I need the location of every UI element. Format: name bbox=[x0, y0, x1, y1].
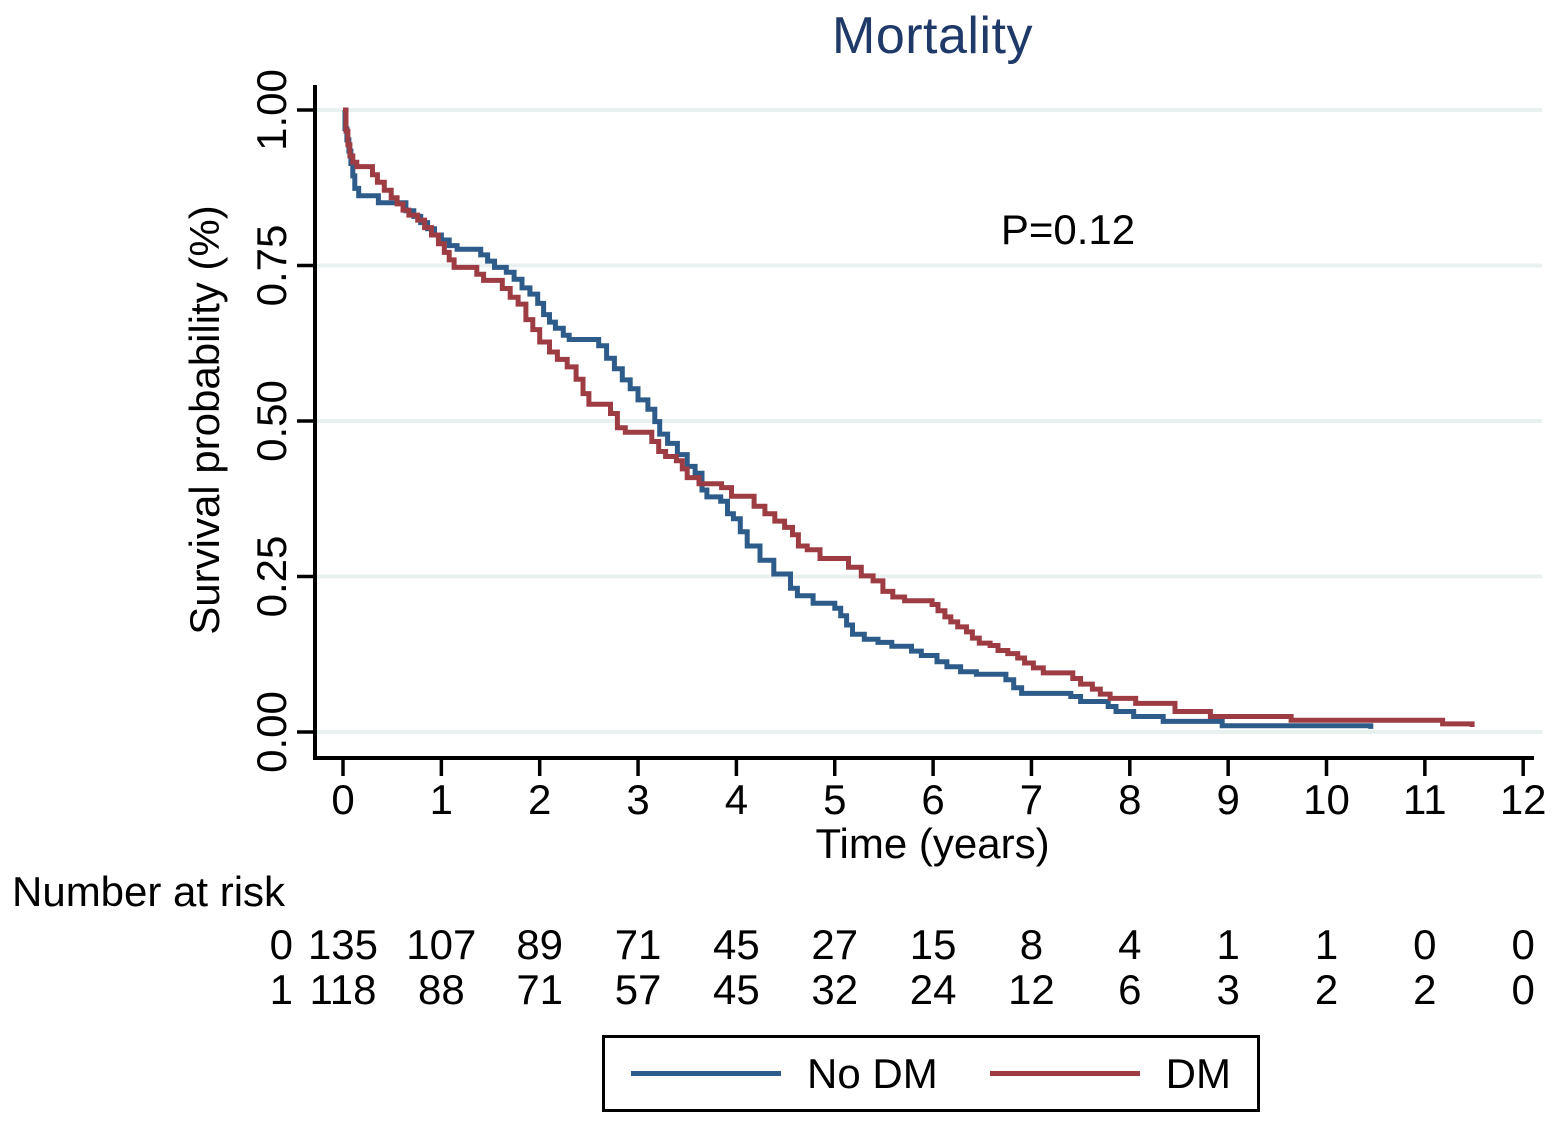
survival-curve-dm bbox=[343, 107, 1475, 727]
risk-row-label: 0 bbox=[269, 921, 293, 968]
x-tick-label: 11 bbox=[1403, 776, 1447, 823]
x-tick-label: 1 bbox=[430, 776, 453, 823]
x-tick-label: 4 bbox=[725, 776, 748, 823]
risk-value: 0 bbox=[1511, 966, 1535, 1013]
risk-value: 6 bbox=[1118, 966, 1142, 1013]
legend-item-no-dm: No DM bbox=[631, 1050, 938, 1098]
risk-value: 107 bbox=[406, 921, 477, 968]
risk-value: 2 bbox=[1314, 966, 1339, 1013]
y-tick-label: 0.00 bbox=[248, 691, 295, 773]
risk-value: 12 bbox=[1008, 966, 1055, 1013]
y-tick-label: 1.00 bbox=[248, 69, 295, 151]
x-axis-title: Time (years) bbox=[815, 820, 1050, 867]
legend-label: DM bbox=[1165, 1049, 1231, 1097]
risk-value: 8 bbox=[1019, 921, 1044, 968]
risk-value: 57 bbox=[614, 966, 662, 1013]
x-tick-label: 5 bbox=[823, 776, 846, 823]
x-tick-label: 6 bbox=[921, 776, 944, 823]
risk-value: 15 bbox=[909, 921, 957, 968]
risk-value: 24 bbox=[909, 966, 957, 1013]
legend-line-swatch bbox=[631, 1071, 781, 1076]
risk-value: 1 bbox=[1216, 921, 1240, 968]
y-tick-label: 0.25 bbox=[248, 536, 295, 618]
risk-value: 27 bbox=[811, 921, 859, 968]
y-tick-label: 0.75 bbox=[248, 225, 295, 307]
risk-value: 1 bbox=[1314, 921, 1339, 968]
x-tick-label: 8 bbox=[1118, 776, 1141, 823]
legend-item-dm: DM bbox=[989, 1049, 1231, 1098]
x-tick-label: 7 bbox=[1020, 776, 1043, 823]
risk-value: 135 bbox=[307, 921, 379, 968]
x-tick-label: 10 bbox=[1303, 776, 1350, 823]
p-value-annotation: P=0.12 bbox=[1000, 206, 1136, 253]
risk-value: 3 bbox=[1216, 966, 1240, 1013]
legend-label: No DM bbox=[807, 1049, 938, 1097]
legend: No DM DM bbox=[602, 1035, 1260, 1112]
risk-value: 45 bbox=[713, 966, 760, 1013]
legend-line-swatch bbox=[989, 1071, 1140, 1076]
risk-value: 118 bbox=[309, 966, 377, 1013]
risk-value: 0 bbox=[1511, 921, 1535, 968]
risk-value: 71 bbox=[614, 921, 662, 968]
risk-value: 89 bbox=[516, 921, 564, 968]
risk-value: 32 bbox=[811, 966, 859, 1013]
x-tick-label: 9 bbox=[1216, 776, 1239, 823]
risk-value: 71 bbox=[516, 966, 564, 1013]
risk-row-label: 1 bbox=[269, 966, 293, 1013]
plot-area: 1.000.750.500.250.000 1 2 3 4 5 6 7 8 9 10 11 12 bbox=[248, 69, 1547, 823]
risk-value: 88 bbox=[417, 966, 465, 1013]
x-tick-label: 0 bbox=[331, 776, 354, 823]
y-tick-label: 0.50 bbox=[248, 380, 295, 462]
y-axis-title: Survival probability (%) bbox=[181, 205, 228, 635]
chart-title: Mortality bbox=[832, 7, 1033, 65]
risk-value: 45 bbox=[713, 921, 760, 968]
x-tick-label: 3 bbox=[626, 776, 649, 823]
risk-value: 0 bbox=[1413, 921, 1437, 968]
risk-value: 2 bbox=[1413, 966, 1437, 1013]
x-tick-label: 2 bbox=[528, 776, 551, 823]
risk-value: 4 bbox=[1118, 921, 1142, 968]
number-at-risk-heading: Number at risk bbox=[12, 868, 286, 915]
x-tick-label: 12 bbox=[1500, 776, 1547, 823]
